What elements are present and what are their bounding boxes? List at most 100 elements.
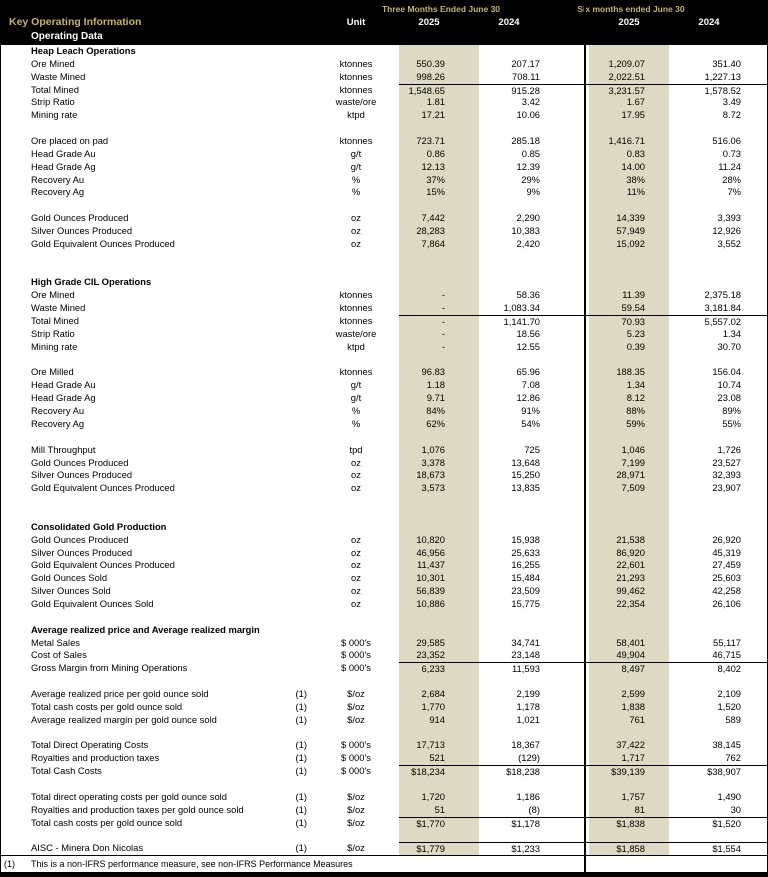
cell-value: 16,255 xyxy=(511,559,540,571)
table-row: Average realized margin per gold ounce s… xyxy=(1,713,767,727)
cell-value: 59.54 xyxy=(621,302,645,314)
row-unit: g/t xyxy=(350,147,362,159)
table-row: Ore Mined ktonnes - 58.36 11.39 2,375.18 xyxy=(1,289,767,302)
row-unit: $ 000's xyxy=(341,739,371,751)
footnote-ref xyxy=(269,482,313,495)
cell-value: 65.96 xyxy=(516,366,540,378)
spacer-row xyxy=(1,495,767,508)
cell-value: $18,234 xyxy=(399,765,479,779)
cell-value: $18,238 xyxy=(479,765,584,779)
footnote-ref: (1) xyxy=(295,790,307,802)
spacer-row xyxy=(1,778,767,791)
cell-value: 1.81 xyxy=(426,96,445,108)
row-unit: $/oz xyxy=(347,816,365,828)
cell-value: 1,578.52 xyxy=(669,83,767,98)
cell-value: 1,209.07 xyxy=(608,57,646,69)
cell-value: 914 xyxy=(429,713,445,725)
cell-value: - xyxy=(441,327,445,339)
page-subtitle: Operating Data xyxy=(31,31,103,42)
table-row: Recovery Ag% 15% 9% 11% 7% xyxy=(1,186,767,199)
footnote-ref xyxy=(269,109,313,122)
cell-value: 1,548.65 xyxy=(399,83,479,98)
cell-value: 1,520 xyxy=(717,700,741,712)
spacer-row xyxy=(1,508,767,521)
row-unit: $ 000's xyxy=(341,649,371,661)
cell-value: 86,920 xyxy=(616,546,645,558)
table-row: Recovery Au% 37% 29% 38% 28% xyxy=(1,173,767,187)
cell-value: 11.39 xyxy=(622,289,645,301)
spacer-row xyxy=(1,264,767,277)
table-row: Recovery Ag% 62% 54% 59% 55% xyxy=(1,417,767,431)
cell-value: 62% xyxy=(426,417,445,429)
cell-value: 30 xyxy=(730,803,741,815)
section-title: Consolidated Gold Production xyxy=(31,520,167,532)
cell-value: 27,459 xyxy=(712,559,741,571)
row-label: Ore placed on pad xyxy=(31,135,109,147)
spacer-row xyxy=(1,122,767,135)
cell-value: 3.42 xyxy=(521,96,540,108)
row-label: Gold Ounces Sold xyxy=(31,572,108,584)
footnote-ref: (1) xyxy=(295,700,307,712)
row-unit: tpd xyxy=(349,443,363,455)
section-title-row: High Grade CIL Operations xyxy=(1,276,767,289)
row-label: Recovery Ag xyxy=(31,417,85,429)
table-row: Total Mined ktonnes 1,548.65 915.28 3,231.57… xyxy=(1,83,767,98)
cell-value: 84% xyxy=(426,405,445,417)
cell-value: 516.06 xyxy=(712,135,741,147)
cell-value: 7,442 xyxy=(421,212,445,224)
section-title: Average realized price and Average reali… xyxy=(31,623,260,635)
cell-value: 17,713 xyxy=(416,739,445,751)
cell-value: 7.08 xyxy=(521,379,540,391)
row-label: Ore Mined xyxy=(31,57,75,69)
cell-value: 10,820 xyxy=(416,533,445,545)
cell-value: 58,401 xyxy=(616,636,645,648)
cell-value: 9.71 xyxy=(426,392,445,404)
cell-value: 10.74 xyxy=(717,379,741,391)
cell-value: 1,186 xyxy=(516,790,540,802)
footnote-ref xyxy=(269,161,313,174)
cell-value: 7,199 xyxy=(621,456,645,468)
row-unit: $ 000's xyxy=(341,636,371,648)
row-unit: $ 000's xyxy=(341,662,371,674)
table-body: Heap Leach Operations Ore Mined ktonnes 550… xyxy=(1,45,767,855)
cell-value: 28% xyxy=(722,173,741,185)
cell-value: 1,227.13 xyxy=(704,70,742,82)
table-row: Gold Equivalent Ounces Produced oz 11,437 1… xyxy=(1,559,767,572)
cell-value: 2,420 xyxy=(516,237,540,249)
spacer-row xyxy=(1,354,767,367)
row-unit: $/oz xyxy=(347,803,365,815)
cell-value: 25,603 xyxy=(712,572,741,584)
year-header-6m-2025: 2025 xyxy=(618,17,640,28)
cell-value: 3,393 xyxy=(717,212,741,224)
footnote-ref xyxy=(269,341,313,354)
table-row: Gross Margin from Mining Operations $ 000… xyxy=(1,662,767,676)
cell-value: 2,290 xyxy=(516,212,540,224)
row-unit: % xyxy=(351,417,361,429)
footnote-ref xyxy=(269,71,313,84)
cell-value: 1,416.71 xyxy=(608,135,646,147)
row-unit: waste/ore xyxy=(335,327,377,339)
cell-value: 70.93 xyxy=(584,315,669,329)
footnote-ref xyxy=(269,662,313,676)
row-unit: oz xyxy=(351,533,361,545)
cell-value: 207.17 xyxy=(511,57,540,69)
cell-value: 9% xyxy=(526,186,540,198)
footnote-ref: (1) xyxy=(295,739,307,751)
cell-value: 42,258 xyxy=(712,585,741,597)
row-unit: ktonnes xyxy=(339,302,373,314)
row-unit: $/oz xyxy=(347,700,365,712)
cell-value: 2,599 xyxy=(621,687,645,699)
row-label: Gold Equivalent Ounces Produced xyxy=(31,237,175,249)
cell-value: 2,022.51 xyxy=(608,70,646,82)
row-unit: oz xyxy=(351,469,361,481)
row-unit: ktonnes xyxy=(339,83,373,95)
table-row: Ore placed on pad ktonnes 723.71 285.18 1,41… xyxy=(1,135,767,148)
cell-value: 351.40 xyxy=(712,57,741,69)
cell-value: 2,109 xyxy=(717,687,741,699)
cell-value: 15% xyxy=(426,186,445,198)
cell-value: 0.85 xyxy=(521,147,540,159)
cell-value: 29,585 xyxy=(416,636,445,648)
cell-value: 15,938 xyxy=(511,533,540,545)
footnote-ref xyxy=(269,225,313,238)
